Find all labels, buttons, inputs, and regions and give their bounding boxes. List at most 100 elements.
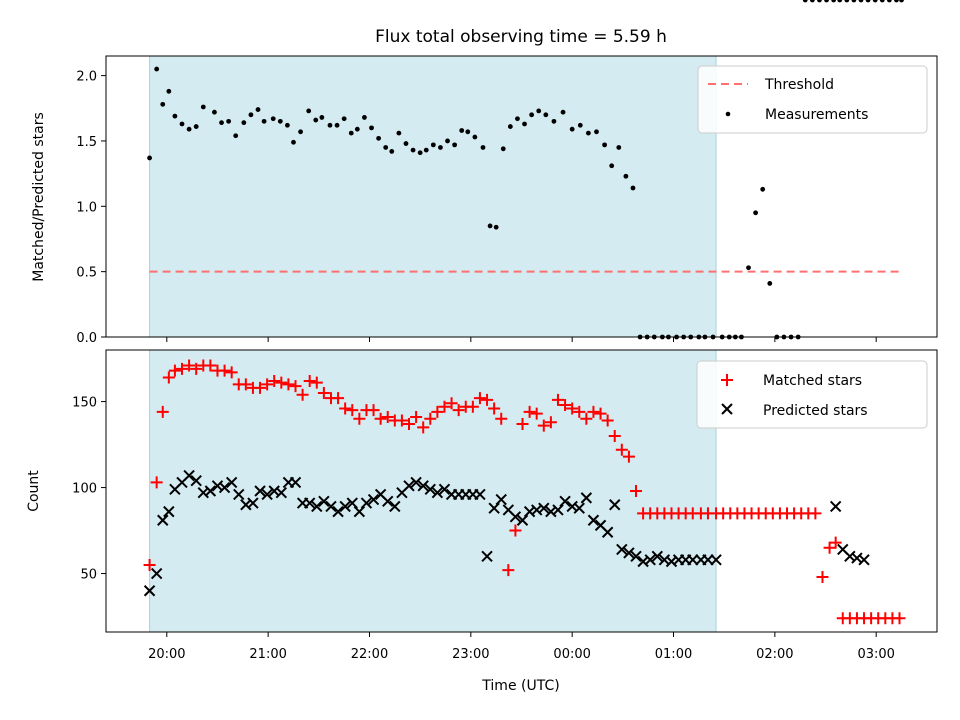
measurement-point [767,281,773,286]
measurement-point [452,142,458,148]
measurement-point [396,130,402,136]
measurement-point [865,0,871,3]
predicted-stars-marker [325,500,337,513]
predicted-stars-marker [150,567,163,580]
matched-stars-marker [559,399,572,412]
matched-stars-marker [452,404,465,417]
matched-stars-marker [580,412,593,425]
measurement-point [760,186,766,192]
predicted-stars-marker [204,485,217,497]
predicted-stars-marker [509,511,522,523]
measurement-point [899,0,904,3]
predicted-stars-marker [275,487,288,499]
predicted-stars-marker [438,483,451,495]
predicted-stars-marker [710,554,722,566]
matched-stars-marker [615,443,628,456]
predicted-stars-marker [303,497,316,509]
matched-stars-marker [481,393,494,406]
measurement-point [200,104,206,110]
measurement-point [459,128,465,133]
matched-stars-marker [346,404,359,417]
ratio-y-axis-label: Matched/Predicted stars [31,112,47,282]
predicted-stars-marker [431,487,444,499]
matched-stars-marker [168,364,181,377]
matched-stars-marker [573,405,586,418]
predicted-stars-marker [143,585,156,597]
matched-stars-marker [282,378,295,391]
matched-stars-marker [424,412,437,425]
x-tick-label: 01:00 [655,647,692,662]
measurement-point [298,129,303,135]
measurement-point [306,108,312,114]
measurement-point [270,116,276,122]
matched-stars-marker [488,402,501,415]
measurement-point [493,224,499,230]
measurement-point [445,138,450,144]
counts-panel: 50 100 150 20:00 21:00 22:00 23:00 00:00 01:00 0… [26,349,938,694]
measurement-point [348,130,354,136]
x-tick-label: 03:00 [857,647,894,662]
matched-stars-marker [162,371,175,384]
matched-stars-marker [445,397,458,410]
predicted-stars-marker [318,495,330,508]
predicted-stars-marker [623,547,635,559]
matched-stars-marker [289,380,302,393]
matched-stars-marker [502,564,515,577]
predicted-stars-marker [261,488,273,501]
predicted-stars-marker [346,497,358,509]
predicted-stars-marker [218,481,231,494]
matched-stars-marker [353,412,366,425]
ratio-x-ticks [166,337,877,342]
matched-stars-marker [239,378,252,391]
predicted-stars-marker [424,483,437,495]
measurement-point [569,126,575,132]
measurement-point [417,150,423,156]
matched-stars-marker [530,407,543,420]
measurement-point [438,145,443,150]
counts-legend-box [696,360,928,429]
measurement-point [809,0,815,3]
predicted-stars-marker [609,499,621,511]
measurement-point [522,121,527,127]
matched-stars-marker [809,507,822,520]
measurements-legend-label: Measurements [765,107,868,123]
predicted-stars-marker [233,488,245,501]
predicted-stars-marker [516,514,529,526]
predicted-stars-marker [630,550,642,563]
matched-stars-marker [601,414,614,427]
matched-stars-marker [150,476,163,489]
measurement-point [487,223,493,229]
ratio-y-tick-label: 1.0 [76,200,97,215]
predicted-stars-marker [858,554,870,566]
measurement-point [376,135,382,141]
measurement-point [623,173,629,179]
measurement-point [172,113,178,119]
predicted-stars-marker [311,500,323,513]
counts-marks [143,359,906,625]
matched-stars-marker [816,570,829,583]
measurements-legend-marker [725,111,731,117]
matched-stars-marker [466,400,479,413]
measurement-point [160,101,166,107]
predicted-legend-marker [721,403,733,415]
measurement-point [179,121,185,127]
matched-stars-marker [268,374,281,387]
measurement-point [313,117,319,123]
measurement-point [824,0,829,3]
measurement-point [334,122,340,128]
ratio-y-ticks: 0.0 0.5 1.0 1.5 2.0 [76,70,106,346]
matched-legend-marker [721,374,733,386]
x-tick-label: 23:00 [452,647,489,662]
predicted-stars-marker [644,554,656,566]
matched-stars-marker [516,417,529,430]
measurement-point [480,145,486,150]
measurement-point [226,118,232,124]
matched-stars-marker [509,524,522,537]
matched-stars-marker [587,405,600,418]
measurement-point [410,147,416,153]
measurement-point [802,0,808,3]
matched-stars-marker [176,362,189,375]
x-tick-label: 00:00 [553,647,590,662]
matched-stars-marker [254,381,267,394]
matched-stars-marker [893,612,906,625]
